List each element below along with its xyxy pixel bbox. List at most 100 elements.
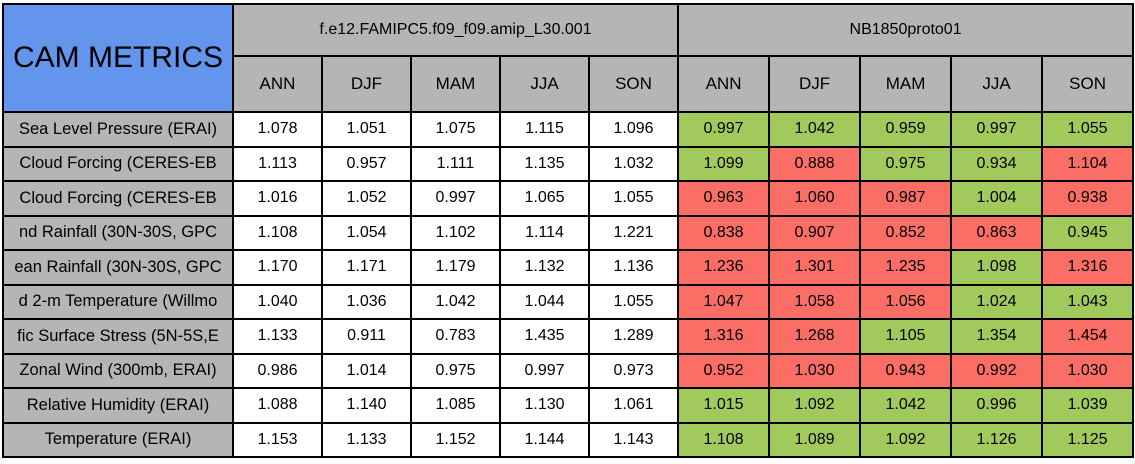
metric-row: Relative Humidity (ERAI) 1.088 1.140 1.085 1…	[2, 387, 1135, 424]
metric-value-cell: 1.055	[587, 283, 680, 320]
metric-value-cell: 0.975	[410, 352, 501, 389]
metric-value-cell: 1.052	[321, 180, 412, 217]
metric-value-cell: 1.040	[232, 283, 323, 320]
column-header-group2-son: SON	[1041, 55, 1135, 113]
metric-row: Zonal Wind (300mb, ERAI) 0.986 1.014 0.975 0…	[2, 352, 1135, 389]
metric-value-cell: 1.136	[587, 249, 680, 286]
metric-value-cell: 1.125	[1041, 421, 1135, 458]
column-header-group1-jja: JJA	[499, 55, 590, 113]
metric-value-cell: 0.911	[321, 318, 412, 355]
metric-value-cell: 0.997	[677, 111, 771, 148]
metric-value-cell: 1.088	[232, 387, 323, 424]
metric-value-cell: 1.055	[1041, 111, 1135, 148]
metric-label: Cloud Forcing (CERES-EB	[2, 180, 234, 217]
metric-label: ean Rainfall (30N-30S, GPC	[2, 249, 234, 286]
metric-label: Cloud Forcing (CERES-EB	[2, 145, 234, 182]
metric-value-cell: 1.060	[768, 180, 862, 217]
column-header-group1-son: SON	[587, 55, 680, 113]
metric-value-cell: 1.221	[587, 214, 680, 251]
metric-row: d 2-m Temperature (Willmo 1.040 1.036 1.042…	[2, 283, 1135, 320]
metric-value-cell: 1.289	[587, 318, 680, 355]
metric-value-cell: 1.024	[950, 283, 1044, 320]
case1-group-header: f.e12.FAMIPC5.f09_f09.amip_L30.001	[231, 3, 680, 57]
metric-label: Sea Level Pressure (ERAI)	[2, 111, 234, 148]
metric-value-cell: 1.061	[587, 387, 680, 424]
metric-value-cell: 0.996	[950, 387, 1044, 424]
metric-value-cell: 1.454	[1041, 318, 1135, 355]
metric-value-cell: 1.099	[677, 145, 771, 182]
group-header-row: CAM METRICS f.e12.FAMIPC5.f09_f09.amip_L…	[2, 3, 1135, 113]
metric-value-cell: 1.114	[499, 214, 590, 251]
metric-value-cell: 1.268	[768, 318, 862, 355]
metric-value-cell: 0.943	[859, 352, 953, 389]
metric-value-cell: 1.016	[232, 180, 323, 217]
metric-value-cell: 1.135	[499, 145, 590, 182]
metric-value-cell: 1.039	[1041, 387, 1135, 424]
metric-value-cell: 0.938	[1041, 180, 1135, 217]
metric-value-cell: 1.140	[321, 387, 412, 424]
metric-value-cell: 0.959	[859, 111, 953, 148]
metric-value-cell: 1.301	[768, 249, 862, 286]
metric-value-cell: 1.030	[1041, 352, 1135, 389]
metric-value-cell: 1.152	[410, 421, 501, 458]
metric-value-cell: 1.354	[950, 318, 1044, 355]
metric-value-cell: 1.113	[232, 145, 323, 182]
metric-value-cell: 0.952	[677, 352, 771, 389]
metric-value-cell: 0.975	[859, 145, 953, 182]
metric-value-cell: 0.997	[410, 180, 501, 217]
column-header-group1-ann: ANN	[232, 55, 323, 113]
case2-group-header: NB1850proto01	[677, 3, 1135, 57]
metric-value-cell: 1.435	[499, 318, 590, 355]
metric-value-cell: 1.065	[499, 180, 590, 217]
metric-value-cell: 1.108	[232, 214, 323, 251]
metric-label: fic Surface Stress (5N-5S,E	[2, 318, 234, 355]
metric-value-cell: 1.075	[410, 111, 501, 148]
metric-label: nd Rainfall (30N-30S, GPC	[2, 214, 234, 251]
metric-row: Cloud Forcing (CERES-EB 1.016 1.052 0.997 1.…	[2, 180, 1135, 217]
metric-value-cell: 0.987	[859, 180, 953, 217]
metric-value-cell: 1.132	[499, 249, 590, 286]
metric-value-cell: 0.934	[950, 145, 1044, 182]
metric-value-cell: 0.907	[768, 214, 862, 251]
cam-metrics-table: CAM METRICS f.e12.FAMIPC5.f09_f09.amip_L…	[2, 3, 1135, 458]
metric-value-cell: 1.179	[410, 249, 501, 286]
column-header-group2-ann: ANN	[677, 55, 771, 113]
metric-value-cell: 1.115	[499, 111, 590, 148]
metric-row: ean Rainfall (30N-30S, GPC 1.170 1.171 1.17…	[2, 249, 1135, 286]
metric-value-cell: 1.143	[587, 421, 680, 458]
metric-value-cell: 1.130	[499, 387, 590, 424]
metric-value-cell: 1.051	[321, 111, 412, 148]
table-title: CAM METRICS	[2, 3, 234, 113]
metric-value-cell: 1.032	[587, 145, 680, 182]
metric-value-cell: 1.170	[232, 249, 323, 286]
metric-value-cell: 1.054	[321, 214, 412, 251]
metric-value-cell: 1.098	[950, 249, 1044, 286]
metric-value-cell: 1.111	[410, 145, 501, 182]
metric-value-cell: 1.044	[499, 283, 590, 320]
metric-row: Cloud Forcing (CERES-EB 1.113 0.957 1.111 1.…	[2, 145, 1135, 182]
metric-value-cell: 0.997	[499, 352, 590, 389]
metric-value-cell: 1.316	[677, 318, 771, 355]
metric-value-cell: 1.171	[321, 249, 412, 286]
metric-value-cell: 0.986	[232, 352, 323, 389]
table-header: CAM METRICS f.e12.FAMIPC5.f09_f09.amip_L…	[2, 3, 1135, 113]
column-header-group1-djf: DJF	[321, 55, 412, 113]
metric-value-cell: 0.957	[321, 145, 412, 182]
metric-value-cell: 0.888	[768, 145, 862, 182]
metric-label: Zonal Wind (300mb, ERAI)	[2, 352, 234, 389]
metric-value-cell: 1.316	[1041, 249, 1135, 286]
metric-value-cell: 0.992	[950, 352, 1044, 389]
column-header-group2-djf: DJF	[768, 55, 862, 113]
metric-value-cell: 0.997	[950, 111, 1044, 148]
metric-value-cell: 1.015	[677, 387, 771, 424]
metric-value-cell: 1.042	[768, 111, 862, 148]
metric-value-cell: 1.144	[499, 421, 590, 458]
metric-value-cell: 0.852	[859, 214, 953, 251]
metric-row: Sea Level Pressure (ERAI) 1.078 1.051 1.075…	[2, 111, 1135, 148]
column-header-group2-jja: JJA	[950, 55, 1044, 113]
metric-value-cell: 1.153	[232, 421, 323, 458]
column-header-group1-mam: MAM	[410, 55, 501, 113]
table-body: Sea Level Pressure (ERAI) 1.078 1.051 1.075…	[2, 111, 1135, 458]
metric-row: nd Rainfall (30N-30S, GPC 1.108 1.054 1.102…	[2, 214, 1135, 251]
metric-value-cell: 1.133	[232, 318, 323, 355]
